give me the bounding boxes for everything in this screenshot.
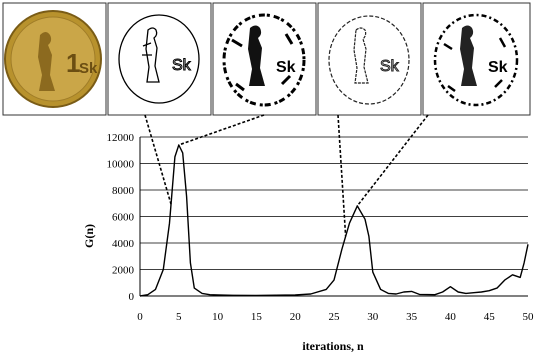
y-tick-label: 10000 [107,159,135,171]
y-axis-label: G(n) [82,224,96,248]
thumbnail-strip: 1 Sk Sk Sk Sk Sk [2,2,531,116]
series-group [139,144,529,297]
x-tick-label: 30 [367,311,379,323]
y-tick-label: 4000 [112,238,135,250]
svg-text:Sk: Sk [172,57,192,74]
x-tick-label: 50 [523,311,534,323]
x-tick-label: 5 [176,311,182,323]
x-axis-ticks: 0 5 10 15 20 25 30 35 40 45 50 [137,311,534,323]
y-tick-label: 8000 [112,185,135,197]
svg-text:Sk: Sk [276,59,296,76]
x-tick-label: 25 [329,311,341,323]
connector-binary-peak-2 [356,114,429,207]
y-axis-ticks: 0 2000 4000 6000 8000 10000 12000 [107,132,135,303]
thumbnail-binary-3: Sk [328,15,410,105]
y-tick-label: 6000 [112,212,135,224]
svg-text:Sk: Sk [488,59,508,76]
thumbnail-connectors [144,114,429,237]
x-tick-label: 15 [251,311,263,323]
y-tick-label: 0 [129,291,135,303]
x-tick-label: 40 [445,311,457,323]
thumbnail-binary-4: Sk [433,13,519,107]
series-line-0 [139,144,529,297]
thumbnail-original-coin: 1 Sk [4,10,102,108]
x-tick-label: 0 [137,311,143,323]
gridlines [140,136,528,270]
thumbnail-binary-2: Sk [222,13,306,107]
x-tick-label: 20 [290,311,302,323]
y-tick-label: 12000 [107,132,135,144]
y-tick-label: 2000 [112,265,135,277]
connector-binary-peak-1 [178,114,265,146]
connector-binary-before-peak-2 [337,114,347,237]
connector-binary-before-peak-1 [144,114,172,205]
chart: 0 2000 4000 6000 8000 10000 12000 0 5 10 15 20 25 30… [82,132,534,353]
x-tick-label: 35 [406,311,418,323]
svg-text:Sk: Sk [380,58,400,75]
x-tick-label: 45 [484,311,496,323]
x-axis-label: iterations, n [302,339,364,353]
x-tick-label: 10 [212,311,224,323]
svg-text:Sk: Sk [79,60,98,77]
svg-text:1: 1 [66,48,80,78]
thumbnail-binary-1: Sk [118,14,200,104]
